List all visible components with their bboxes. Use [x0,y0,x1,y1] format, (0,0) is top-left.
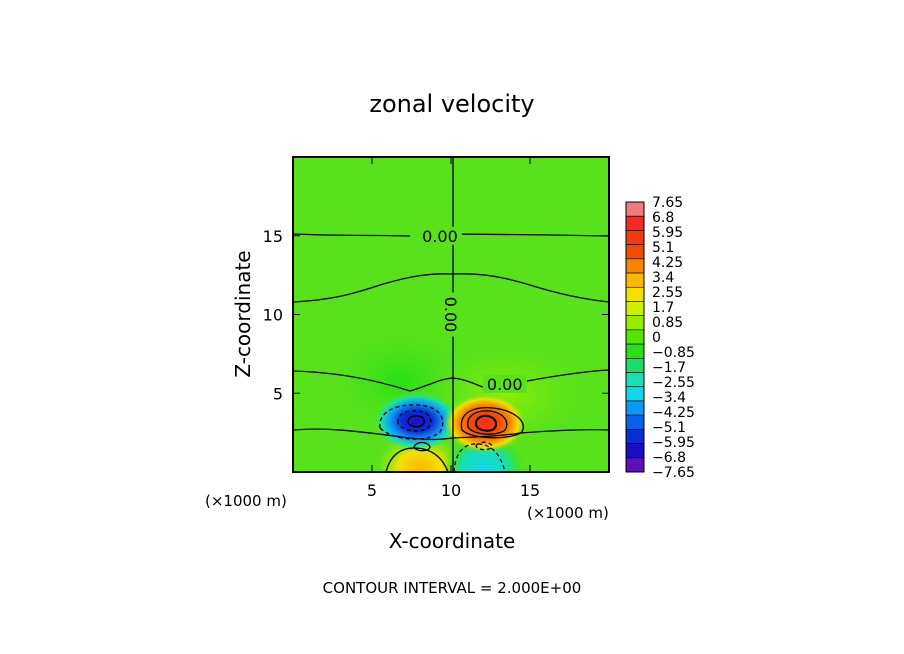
x-tick-label: 15 [520,481,540,500]
colorbar-level-label: 6.8 [652,210,674,226]
colorbar-cell [625,400,645,416]
contour-zero-upper [293,233,609,237]
contour-labels: 0.00 0.00 0.00 [417,226,527,394]
colorbar-cell [625,272,645,288]
colorbar: 7.656.85.955.14.253.42.551.70.850−0.85−1… [625,195,695,481]
contour-positive-core [474,414,497,432]
colorbar-level-label: 7.65 [652,195,683,211]
x-tick-label: 5 [367,481,377,500]
contour-label-group: 0.00 [482,374,527,394]
field-layer [293,157,609,472]
colorbar-cell [625,429,645,444]
colorbar-level-label: −1.7 [652,360,686,376]
contour-label: 0.00 [422,227,458,246]
contour-positive-mid [467,410,508,435]
contour-label-group: 0.00 [441,292,460,337]
colorbar-level-label: 5.1 [652,240,674,256]
colorbar-level-label: −4.25 [652,405,695,421]
colorbar-cell [625,343,645,359]
colorbar-level-label: 2.55 [652,285,683,301]
contour-negative-outer [379,404,444,440]
z-tick-label: 15 [263,227,283,246]
contour-label: 0.00 [441,297,460,333]
colorbar-cell [625,215,645,231]
colorbar-cell [625,301,645,316]
colorbar-level-label: −3.4 [652,390,686,406]
contour-lines [293,157,609,472]
contour-label-bg [482,374,527,393]
positive-core [443,393,527,453]
contour-label-bg [417,226,462,245]
colorbar-cell [625,372,645,388]
colorbar-cell [625,201,645,217]
colorbar-level-label: −5.1 [652,420,686,436]
colorbar-level-label: 1.7 [652,300,674,316]
colorbar-cell [625,443,645,459]
contour-zero-lower [293,428,609,440]
contour-label-group: 0.00 [417,226,462,246]
colorbar-level-label: 0 [652,330,661,346]
contour-lower-positive [413,441,431,452]
contour-negative-tail [453,443,506,472]
colorbar-frame [625,201,645,473]
z-tick-label: 10 [263,306,283,325]
colorbar-cell [625,244,645,260]
colorbar-cell [625,258,645,274]
contour-label: 0.00 [487,375,523,394]
axes: 5 10 15 5 10 15 [263,157,609,500]
colorbar-level-label: 3.4 [652,270,674,286]
colorbar-cell [625,457,645,473]
colorbar-cell [625,230,645,245]
x-unit-label-left: (×1000 m) [205,492,287,510]
colorbar-level-label: 4.25 [652,255,683,271]
colorbar-level-label: 0.85 [652,315,683,331]
z-tick-label: 5 [273,384,283,403]
contour-positive-tail [385,447,449,472]
colorbar-level-label: −5.95 [652,435,695,451]
colorbar-cell [625,286,645,302]
x-unit-label-right: (×1000 m) [527,504,609,522]
colorbar-cell [625,358,645,373]
chart-title: zonal velocity [369,90,534,118]
contour-interval-text: CONTOUR INTERVAL = 2.000E+00 [323,579,582,597]
contour-label-bg [442,292,460,337]
contour-zero-mid [293,369,609,392]
colorbar-level-label: −7.65 [652,465,695,481]
contour-zero-arch [293,273,609,303]
x-tick-label: 10 [441,481,461,500]
colorbar-level-label: −0.85 [652,345,695,361]
colorbar-cell [625,386,645,402]
contour-positive-outer [460,406,524,439]
colorbar-level-label: 5.95 [652,225,683,241]
colorbar-cell [625,315,645,331]
contour-negative-core [407,415,425,428]
x-axis-title: X-coordinate [389,529,516,553]
y-axis-title: Z-coordinate [231,250,255,377]
contour-lower-negative [475,441,493,451]
colorbar-cell [625,329,645,345]
colorbar-level-label: −2.55 [652,375,695,391]
colorbar-level-label: −6.8 [652,450,686,466]
colorbar-cell [625,414,645,430]
